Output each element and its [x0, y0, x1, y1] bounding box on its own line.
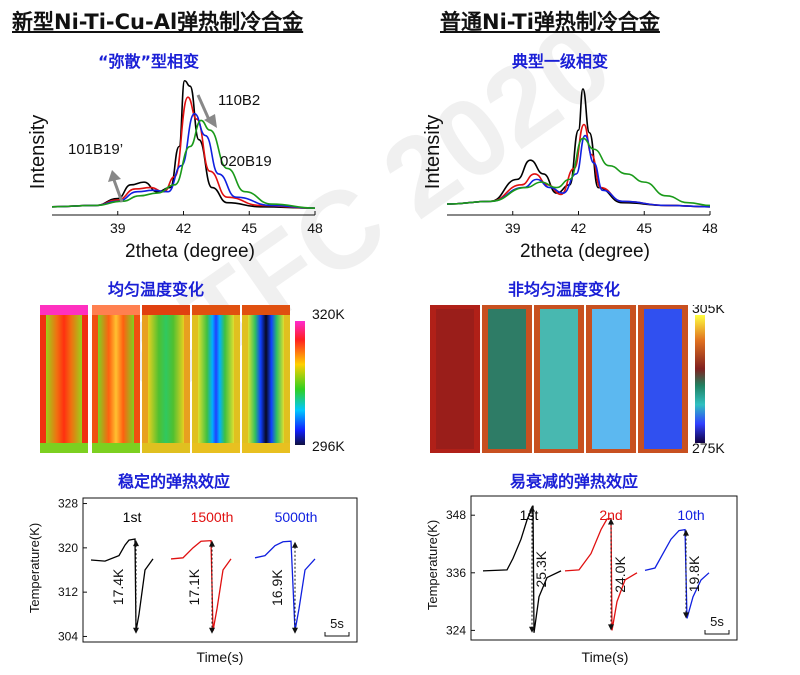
ec-delta-label: 25.3K — [533, 550, 549, 587]
ec-cycle-trace — [564, 517, 638, 631]
thermal-frame-r2 — [482, 305, 532, 453]
ec-scale-bar — [704, 630, 730, 635]
ec-y-tick-label: 312 — [58, 585, 78, 599]
left-thermal-subtitle: 均匀温度变化 — [108, 280, 205, 299]
left-colorbar-min: 296K — [312, 438, 345, 454]
ec-y-tick-label: 304 — [58, 629, 78, 643]
ec-cycle-label: 2nd — [599, 507, 622, 523]
ec-cycle-trace — [254, 540, 316, 632]
arrow-110b2 — [196, 94, 217, 128]
right-xrd-chart: Intensity 39 42 45 48 2theta (degree) — [422, 88, 718, 262]
right-colorbar-max: 305K — [692, 305, 725, 316]
ec-cycle-trace — [90, 538, 154, 632]
ec-scale-bar-label: 5s — [330, 616, 344, 631]
xrd-series-line — [51, 79, 316, 209]
right-thermal-images: 305K 275K — [430, 305, 725, 455]
ec-arrow-head-up — [529, 505, 535, 512]
ec-y-tick-label: 320 — [58, 541, 78, 555]
ec-y-tick-label: 348 — [446, 508, 466, 522]
annot-101b19: 101B19’ — [68, 141, 123, 158]
left-ec-chart: Temperature(K) 304 312 320 328 17.4K 1st 17.1… — [27, 497, 358, 665]
right-thermal-subtitle: 非均匀温度变化 — [508, 280, 621, 299]
xrd-x-tick-label: 42 — [571, 220, 587, 236]
xrd-x-tick-label: 45 — [636, 220, 652, 236]
left-colorbar — [295, 321, 305, 445]
ec-delta-label: 17.1K — [186, 568, 202, 605]
ec-arrow-head-up — [683, 529, 689, 536]
ec-y-tick-label: 324 — [446, 623, 466, 637]
xrd-x-tick-label: 48 — [307, 220, 323, 236]
left-ec-ylabel: Temperature(K) — [27, 523, 42, 613]
ec-delta-label: 17.4K — [110, 568, 126, 605]
ec-arrow-head-up — [292, 541, 298, 548]
ec-delta-label: 16.9K — [269, 569, 285, 606]
left-xrd-subtitle: “弥散”型相变 — [98, 52, 200, 71]
xrd-x-tick-label: 48 — [702, 220, 718, 236]
ec-cycle-trace — [644, 528, 710, 619]
ec-arrow-head-up — [133, 540, 139, 547]
ec-cycle-label: 10th — [677, 507, 704, 523]
arrow-101b19 — [108, 170, 124, 203]
thermal-frame-1 — [40, 305, 88, 453]
right-xrd-ylabel: Intensity — [422, 115, 444, 189]
thermal-frame-r3 — [534, 305, 584, 453]
ec-cycle-label: 1st — [123, 509, 142, 525]
ec-arrow-head-down — [209, 627, 215, 634]
ec-y-tick-label: 336 — [446, 566, 466, 580]
xrd-x-tick-label: 45 — [241, 220, 257, 236]
ec-arrow-head-down — [683, 612, 689, 619]
xrd-x-tick-label: 42 — [176, 220, 192, 236]
thermal-frame-3 — [142, 305, 190, 453]
xrd-x-tick-label: 39 — [505, 220, 521, 236]
left-ec-subtitle: 稳定的弹热效应 — [118, 472, 231, 491]
left-thermal-images: 320K 296K — [40, 305, 345, 454]
ec-cycle-trace — [482, 505, 562, 633]
left-ec-xlabel: Time(s) — [197, 649, 244, 665]
ec-scale-bar — [324, 632, 350, 637]
left-colorbar-max: 320K — [312, 306, 345, 322]
right-xrd-subtitle: 典型一级相变 — [512, 52, 609, 71]
ec-delta-label: 24.0K — [612, 556, 628, 593]
left-title: 新型Ni-Ti-Cu-Al弹热制冷合金 — [12, 10, 304, 34]
ec-delta-label: 19.8K — [686, 555, 702, 592]
left-ec-frame — [82, 497, 358, 643]
right-ec-xlabel: Time(s) — [582, 649, 629, 665]
right-colorbar-min: 275K — [692, 440, 725, 455]
thermal-frame-r4 — [586, 305, 636, 453]
ec-scale-bar-label: 5s — [710, 614, 724, 629]
ec-arrow-head-down — [292, 627, 298, 634]
left-xrd-xlabel: 2theta (degree) — [125, 241, 255, 262]
right-ec-chart: Temperature(K) 324 336 348 25.3K 1st 24.0K 2n… — [425, 495, 738, 665]
left-xrd-chart: Intensity 39 42 45 48 2theta (degree) 110B2… — [27, 79, 323, 262]
right-title: 普通Ni-Ti弹热制冷合金 — [440, 10, 660, 34]
right-ec-subtitle: 易衰减的弹热效应 — [510, 472, 639, 491]
xrd-series-line — [446, 88, 711, 208]
ec-cycle-label: 1st — [520, 507, 539, 523]
thermal-frame-2 — [92, 305, 140, 453]
ec-arrow-head-up — [608, 518, 614, 525]
right-xrd-xlabel: 2theta (degree) — [520, 241, 650, 262]
right-ec-frame — [470, 495, 738, 641]
ec-arrow-head-down — [529, 626, 535, 633]
ec-cycle-trace — [170, 539, 232, 632]
annot-020b19: 020B19 — [220, 153, 272, 170]
ec-arrow-head-up — [209, 540, 215, 547]
thermal-frame-5 — [242, 305, 290, 453]
ec-arrow-head-down — [608, 624, 614, 631]
thermal-frame-4 — [192, 305, 240, 453]
ec-y-tick-label: 328 — [58, 497, 78, 511]
right-ec-ylabel: Temperature(K) — [425, 520, 440, 610]
xrd-series-line — [446, 137, 711, 207]
thermal-frame-r5 — [638, 305, 688, 453]
ec-cycle-label: 5000th — [275, 509, 318, 525]
xrd-x-tick-label: 39 — [110, 220, 126, 236]
ec-cycle-label: 1500th — [191, 509, 234, 525]
thermal-frame-r1 — [430, 305, 480, 453]
left-xrd-ylabel: Intensity — [27, 115, 49, 189]
annot-110b2: 110B2 — [218, 92, 260, 109]
ec-arrow-head-down — [133, 627, 139, 634]
right-colorbar — [695, 315, 705, 443]
